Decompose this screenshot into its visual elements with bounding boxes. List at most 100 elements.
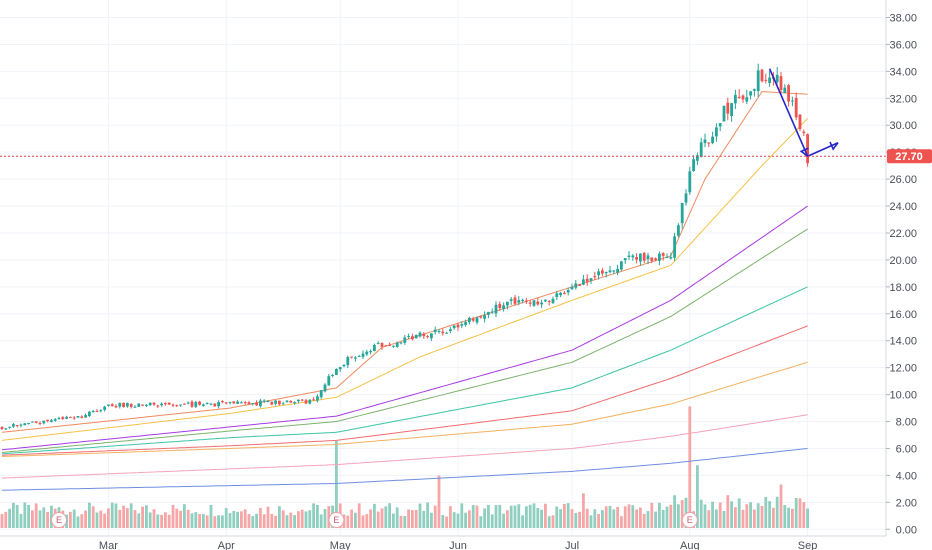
volume-bar: [50, 505, 53, 528]
candle-body: [646, 255, 650, 260]
volume-bar: [4, 511, 8, 528]
volume-bar: [335, 440, 338, 528]
y-tick-label: 2.00: [896, 497, 917, 509]
candle-body: [574, 283, 578, 288]
candle-body: [688, 171, 692, 193]
price-axis-background: [886, 0, 932, 550]
candle-body: [8, 426, 11, 428]
candle-body: [327, 376, 331, 386]
candle-body: [247, 402, 251, 405]
candle-body: [422, 333, 426, 337]
volume-bar: [734, 507, 737, 528]
volume-bar: [327, 506, 331, 528]
volume-bar: [175, 508, 179, 528]
candle-body: [798, 114, 802, 130]
candle-body: [152, 402, 156, 405]
last-price-badge: 27.70: [887, 149, 932, 164]
volume-bar: [357, 503, 361, 528]
volume-bar: [289, 512, 293, 528]
volume-bar: [266, 506, 270, 528]
candle-body: [323, 384, 327, 392]
volume-bar: [137, 513, 141, 528]
x-tick-label: May: [330, 540, 351, 550]
candle-body: [262, 400, 266, 402]
candle-body: [281, 403, 285, 405]
candle-body: [715, 127, 718, 137]
volume-bar: [403, 516, 407, 528]
candle-body: [502, 305, 505, 310]
candle-body: [627, 255, 631, 258]
candle-body: [608, 270, 612, 273]
y-tick-label: 12.00: [889, 363, 917, 375]
volume-bar: [426, 502, 429, 528]
candle-body: [764, 79, 768, 81]
x-tick-label: Jun: [449, 540, 467, 550]
candle-body: [388, 344, 391, 346]
grid-lines: [0, 0, 886, 536]
candle-body: [129, 403, 133, 407]
candle-body: [650, 257, 654, 261]
volume-bar: [760, 505, 764, 528]
volume-bar: [72, 509, 76, 528]
candle-body: [760, 69, 764, 82]
candle-body: [316, 396, 319, 401]
volume-bar: [509, 505, 513, 528]
volume-bar: [91, 506, 95, 528]
candle-body: [475, 317, 479, 323]
candle-body: [61, 417, 65, 419]
candle-body: [589, 278, 593, 281]
volume-bar: [103, 513, 106, 528]
candle-body: [547, 300, 551, 302]
time-axis[interactable]: Mar Apr May Jun Jul Aug Sep: [99, 540, 817, 550]
candle-body: [642, 252, 646, 261]
candle-body: [361, 353, 365, 357]
volume-bar: [612, 509, 616, 528]
annotation-arrow-line: [807, 142, 839, 157]
candle-body: [266, 401, 270, 403]
volume-bar: [84, 510, 87, 528]
volume-bar: [285, 515, 289, 528]
candle-body: [34, 421, 38, 423]
candle-body: [354, 357, 357, 359]
candle-body: [103, 406, 106, 410]
candle-body: [631, 255, 635, 258]
candle-body: [487, 311, 490, 315]
candle-body: [270, 401, 274, 405]
moving-average-line: [1, 286, 808, 455]
candle-body: [441, 331, 445, 334]
volume-bars: [0, 406, 809, 528]
volume-bar: [354, 512, 357, 528]
y-tick-label: 32.00: [889, 93, 917, 105]
volume-bar: [608, 505, 612, 528]
earnings-marker-icon: [681, 512, 698, 528]
candle-body: [737, 96, 741, 98]
volume-bar: [783, 505, 787, 528]
candle-body: [335, 368, 338, 375]
earnings-marker-icon: [51, 512, 67, 528]
price-axis[interactable]: 0.00 2.00 4.00 6.00 8.00 10.00 12.00 14.00 16.00…: [886, 13, 917, 537]
candle-body: [411, 336, 414, 340]
volume-bar: [494, 505, 498, 528]
volume-bar: [164, 512, 167, 528]
candle-body: [274, 400, 277, 404]
volume-bar: [601, 510, 604, 528]
candle-body: [0, 427, 4, 429]
volume-bar: [502, 513, 505, 528]
y-tick-label: 36.00: [889, 39, 917, 51]
candle-body: [726, 102, 730, 114]
volume-bar: [589, 515, 593, 528]
candle-body: [418, 332, 422, 337]
candle-body: [297, 399, 300, 402]
y-tick-label: 34.00: [889, 66, 917, 78]
candle-body: [213, 403, 217, 407]
candle-body: [160, 403, 163, 406]
volume-bar: [532, 503, 536, 528]
volume-bar: [148, 512, 152, 528]
candle-body: [95, 411, 99, 413]
volume-bar: [631, 505, 635, 528]
volume-bar: [756, 503, 760, 528]
candle-body: [23, 423, 27, 426]
candle-body: [114, 406, 118, 408]
volume-bar: [525, 506, 528, 528]
